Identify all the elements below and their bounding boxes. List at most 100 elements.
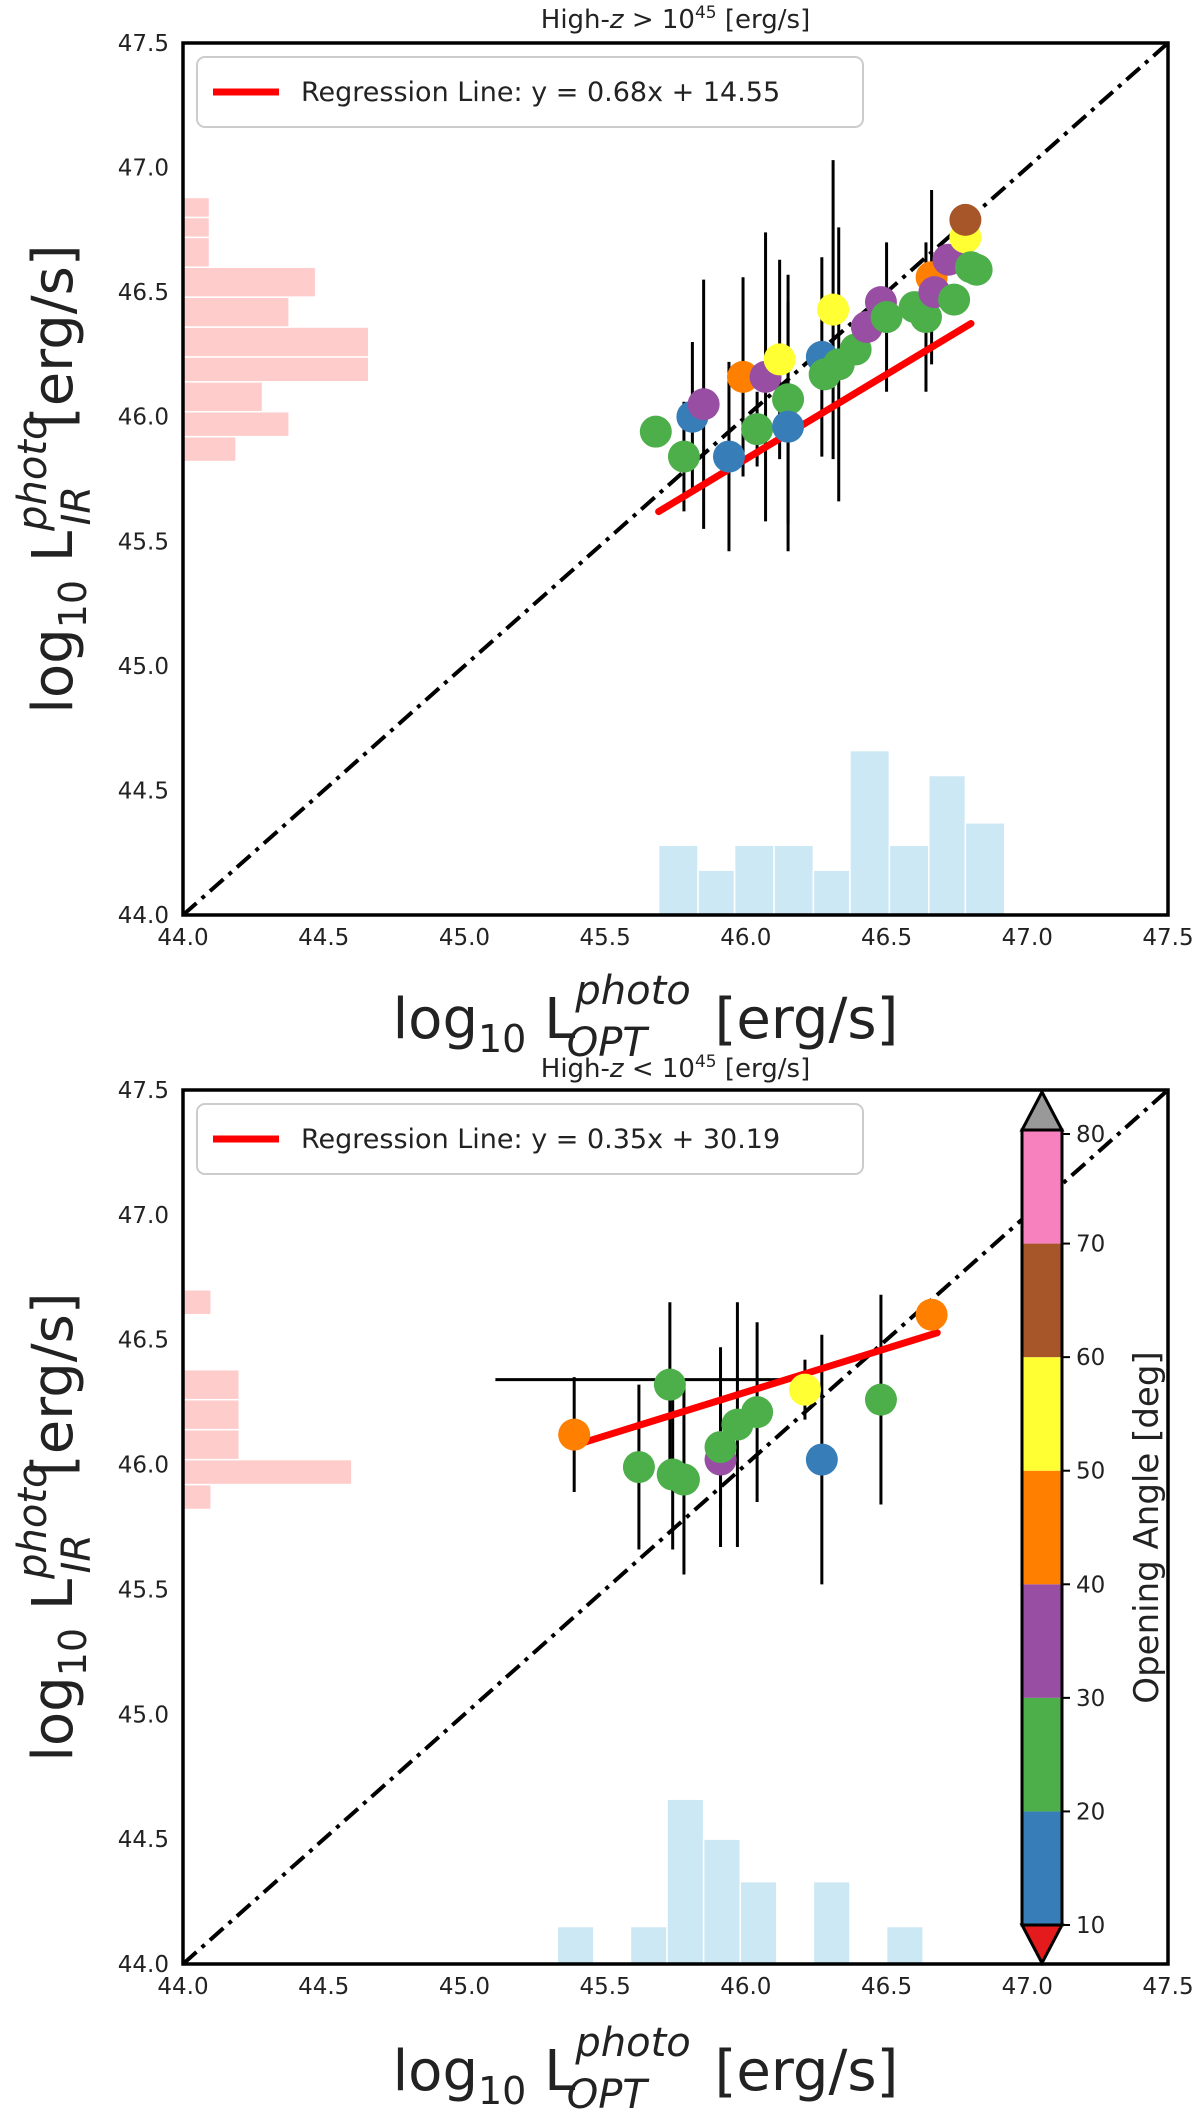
ylabel-L: L bbox=[21, 1579, 86, 1628]
ylabel-sub2: IR bbox=[54, 1534, 100, 1574]
xlabel-sup: photo bbox=[574, 2020, 690, 2066]
chart-panel-top: 44.0 44.5 45.0 45.5 46.0 46.5 47.0 47.5 44.0 44.5… bbox=[10, 3, 1194, 1066]
y-histogram-bar bbox=[183, 1483, 212, 1511]
y-tick-label: 44.0 bbox=[118, 1952, 169, 1978]
data-point bbox=[788, 1373, 821, 1406]
x-histogram-bar bbox=[812, 869, 851, 915]
y-tick-label: 44.5 bbox=[118, 778, 169, 804]
colorbar-segment bbox=[1022, 1697, 1062, 1812]
colorbar-segment bbox=[1022, 1130, 1062, 1244]
colorbar-over-arrow bbox=[1019, 1088, 1065, 1132]
colorbar-segment bbox=[1022, 1584, 1062, 1698]
colorbar-tick-label: 80 bbox=[1076, 1122, 1105, 1148]
legend: Regression Line: y = 0.68x + 14.55 bbox=[196, 56, 864, 128]
data-point bbox=[727, 360, 760, 393]
x-histogram-bar bbox=[773, 844, 815, 915]
x-tick-label: 46.5 bbox=[861, 1974, 912, 2000]
legend-label: Regression Line: y = 0.68x + 14.55 bbox=[301, 77, 780, 108]
colorbar-tick-label: 40 bbox=[1076, 1572, 1105, 1598]
x-tick-label: 45.0 bbox=[439, 1974, 490, 2000]
data-point bbox=[741, 413, 774, 446]
plot-area bbox=[183, 43, 1168, 915]
y-tick-label: 45.0 bbox=[118, 1702, 169, 1728]
x-tick-label: 46.5 bbox=[861, 925, 912, 951]
colorbar-tick-label: 20 bbox=[1076, 1799, 1105, 1825]
colorbar-tick-label: 70 bbox=[1076, 1232, 1105, 1258]
identity-line bbox=[183, 1090, 1168, 1964]
data-point bbox=[949, 203, 982, 236]
colorbar-tick-label: 10 bbox=[1076, 1913, 1105, 1939]
y-tick-label: 47.0 bbox=[118, 1203, 169, 1229]
title-z: z bbox=[609, 5, 625, 35]
x-tick-label: 47.0 bbox=[1002, 925, 1053, 951]
y-histogram-bar bbox=[183, 326, 370, 358]
y-histogram-bar bbox=[183, 356, 370, 383]
data-point bbox=[805, 1443, 838, 1476]
xlabel-log: log bbox=[393, 2039, 478, 2104]
x-histogram-bar bbox=[657, 844, 699, 915]
x-axis-label: log10 Lphoto OPT [erg/s] bbox=[393, 2020, 899, 2112]
title-operator: < 10 bbox=[624, 1054, 695, 1084]
xlabel-sub2: OPT bbox=[567, 2072, 651, 2112]
x-histogram-bar bbox=[556, 1925, 595, 1964]
chart-title: High-z > 1045 [erg/s] bbox=[541, 3, 810, 35]
colorbar-segment bbox=[1022, 1357, 1062, 1471]
title-exponent: 45 bbox=[695, 3, 717, 23]
y-histogram-bar bbox=[183, 1428, 241, 1461]
y-histogram-bar bbox=[183, 381, 264, 413]
ylabel-log: log bbox=[21, 1676, 86, 1761]
x-histogram-bar bbox=[666, 1798, 705, 1964]
ylabel-sup: photo bbox=[10, 1464, 56, 1580]
title-suffix: [erg/s] bbox=[717, 5, 811, 35]
x-tick-label: 44.5 bbox=[298, 925, 349, 951]
y-axis-label: log10 LphotoIR [erg/s] bbox=[10, 244, 100, 713]
data-point bbox=[653, 1368, 686, 1401]
y-histogram-bar bbox=[183, 1368, 241, 1401]
y-histogram-bar bbox=[183, 296, 290, 328]
data-point bbox=[909, 301, 942, 334]
x-histogram-bar bbox=[964, 822, 1006, 915]
title-operator: > 10 bbox=[624, 5, 695, 35]
ylabel-sup: photo bbox=[10, 416, 56, 532]
xlabel-L: L bbox=[526, 2039, 575, 2104]
legend-label: Regression Line: y = 0.35x + 30.19 bbox=[301, 1124, 780, 1155]
y-tick-label: 45.5 bbox=[118, 1577, 169, 1603]
colorbar-segment bbox=[1022, 1243, 1062, 1358]
xlabel-sub2: OPT bbox=[567, 1020, 651, 1066]
data-point bbox=[667, 440, 700, 473]
data-point bbox=[763, 343, 796, 376]
y-tick-label: 46.5 bbox=[118, 280, 169, 306]
xlabel-unit: [erg/s] bbox=[697, 987, 899, 1052]
y-histogram-bar bbox=[183, 1398, 241, 1431]
colorbar-tick-label: 60 bbox=[1076, 1345, 1105, 1371]
xlabel-unit: [erg/s] bbox=[697, 2039, 899, 2104]
title-exponent: 45 bbox=[695, 1052, 717, 1072]
y-tick-label: 47.5 bbox=[118, 31, 169, 57]
axes-frame bbox=[181, 41, 1170, 917]
data-point bbox=[772, 410, 805, 443]
chart-panel-bottom: 44.0 44.5 45.0 45.5 46.0 46.5 47.0 47.5 44.0 44.5… bbox=[10, 1052, 1194, 2112]
x-histogram-bar bbox=[739, 1880, 778, 1964]
legend: Regression Line: y = 0.35x + 30.19 bbox=[196, 1103, 864, 1175]
x-histogram-bar bbox=[733, 844, 775, 915]
x-tick-label: 44.0 bbox=[157, 925, 208, 951]
title-prefix: High- bbox=[541, 1054, 610, 1084]
x-tick-label: 47.5 bbox=[1142, 925, 1193, 951]
colorbar-frame bbox=[1020, 1128, 1064, 1927]
data-point bbox=[622, 1451, 655, 1484]
ylabel-sub: 10 bbox=[51, 1628, 95, 1676]
x-histogram-bar bbox=[885, 1925, 924, 1964]
x-tick-label: 46.0 bbox=[720, 1974, 771, 2000]
colorbar-label: Opening Angle [deg] bbox=[1127, 1351, 1167, 1703]
x-tick-label: 45.5 bbox=[580, 1974, 631, 2000]
y-tick-label: 44.5 bbox=[118, 1827, 169, 1853]
y-tick-label: 45.5 bbox=[118, 529, 169, 555]
x-tick-label: 45.5 bbox=[580, 925, 631, 951]
data-point bbox=[704, 1431, 737, 1464]
data-point bbox=[938, 283, 971, 316]
data-point bbox=[915, 1298, 948, 1331]
x-tick-label: 46.0 bbox=[720, 925, 771, 951]
y-tick-label: 46.5 bbox=[118, 1328, 169, 1354]
x-histogram-bar bbox=[888, 844, 930, 915]
